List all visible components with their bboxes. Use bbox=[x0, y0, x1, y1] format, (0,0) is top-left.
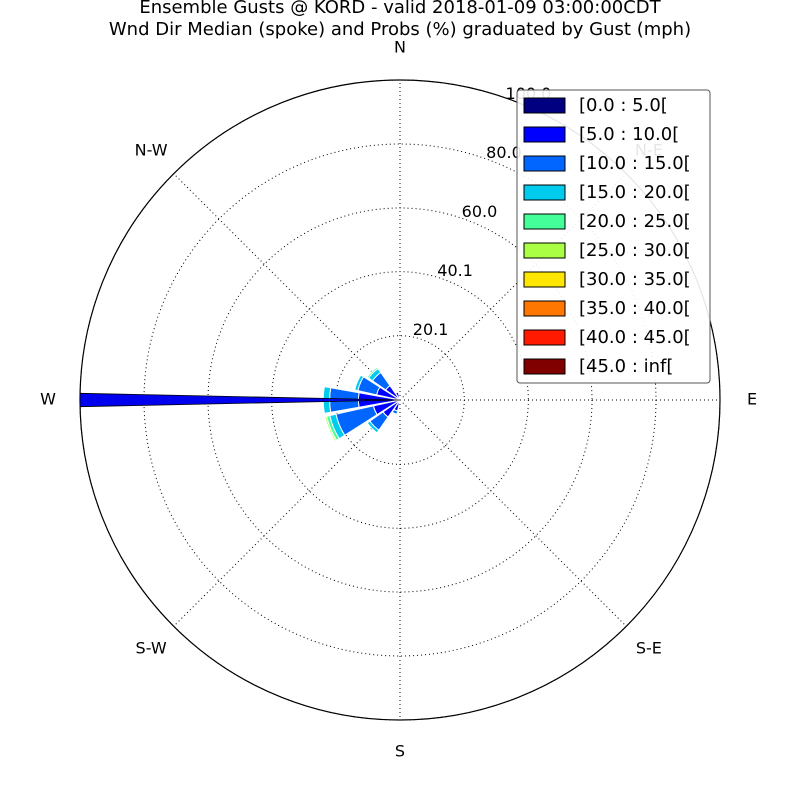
grid-circle bbox=[207, 207, 593, 593]
legend-swatch bbox=[523, 329, 566, 346]
grid-circle bbox=[143, 143, 657, 657]
rose-segment bbox=[366, 420, 380, 434]
r-tick-label: 40.1 bbox=[437, 261, 473, 280]
rose-segment bbox=[395, 391, 401, 400]
legend-swatch bbox=[523, 155, 566, 172]
rose-segment bbox=[324, 415, 338, 442]
legend-swatch bbox=[523, 184, 566, 201]
direction-label: S-W bbox=[136, 638, 167, 657]
rose-segment bbox=[391, 408, 399, 415]
legend-swatch bbox=[523, 358, 566, 375]
direction-label: S-E bbox=[636, 638, 662, 657]
legend-label: [5.0 : 10.0[ bbox=[579, 124, 679, 145]
legend-label: [0.0 : 5.0[ bbox=[579, 95, 668, 116]
legend-label: [20.0 : 25.0[ bbox=[579, 211, 691, 232]
direction-label: N-W bbox=[135, 141, 168, 160]
legend-label: [35.0 : 40.0[ bbox=[579, 298, 691, 319]
grid-circle bbox=[271, 271, 529, 529]
grid-circle bbox=[335, 335, 465, 465]
legend-label: [30.0 : 35.0[ bbox=[579, 269, 691, 290]
direction-label: W bbox=[40, 390, 56, 409]
rose-segment bbox=[366, 366, 379, 379]
legend-label: [25.0 : 30.0[ bbox=[579, 240, 691, 261]
legend-label: [10.0 : 15.0[ bbox=[579, 153, 691, 174]
angular-grid-line bbox=[399, 173, 627, 401]
rose-segment bbox=[354, 374, 365, 392]
median-spoke bbox=[79, 392, 401, 408]
legend-label: [45.0 : inf[ bbox=[579, 356, 673, 377]
legend-swatch bbox=[523, 213, 566, 230]
direction-label: N bbox=[394, 38, 406, 57]
legend-swatch bbox=[523, 242, 566, 259]
legend-swatch bbox=[523, 97, 566, 114]
angular-grid-line bbox=[173, 399, 401, 627]
legend-label: [40.0 : 45.0[ bbox=[579, 327, 691, 348]
legend-label: [15.0 : 20.0[ bbox=[579, 182, 691, 203]
chart-subtitle: Wnd Dir Median (spoke) and Probs (%) gra… bbox=[109, 19, 691, 40]
r-tick-label: 20.1 bbox=[413, 320, 449, 339]
r-tick-label: 60.0 bbox=[462, 202, 498, 221]
direction-label: S bbox=[395, 742, 405, 761]
direction-label: E bbox=[747, 390, 757, 409]
legend-swatch bbox=[523, 271, 566, 288]
legend-swatch bbox=[523, 300, 566, 317]
angular-grid-line bbox=[173, 173, 401, 401]
r-tick-label: 80.0 bbox=[486, 143, 522, 162]
legend-swatch bbox=[523, 126, 566, 143]
chart-title: Ensemble Gusts @ KORD - valid 2018-01-09… bbox=[139, 0, 661, 18]
angular-grid-line bbox=[399, 399, 627, 627]
